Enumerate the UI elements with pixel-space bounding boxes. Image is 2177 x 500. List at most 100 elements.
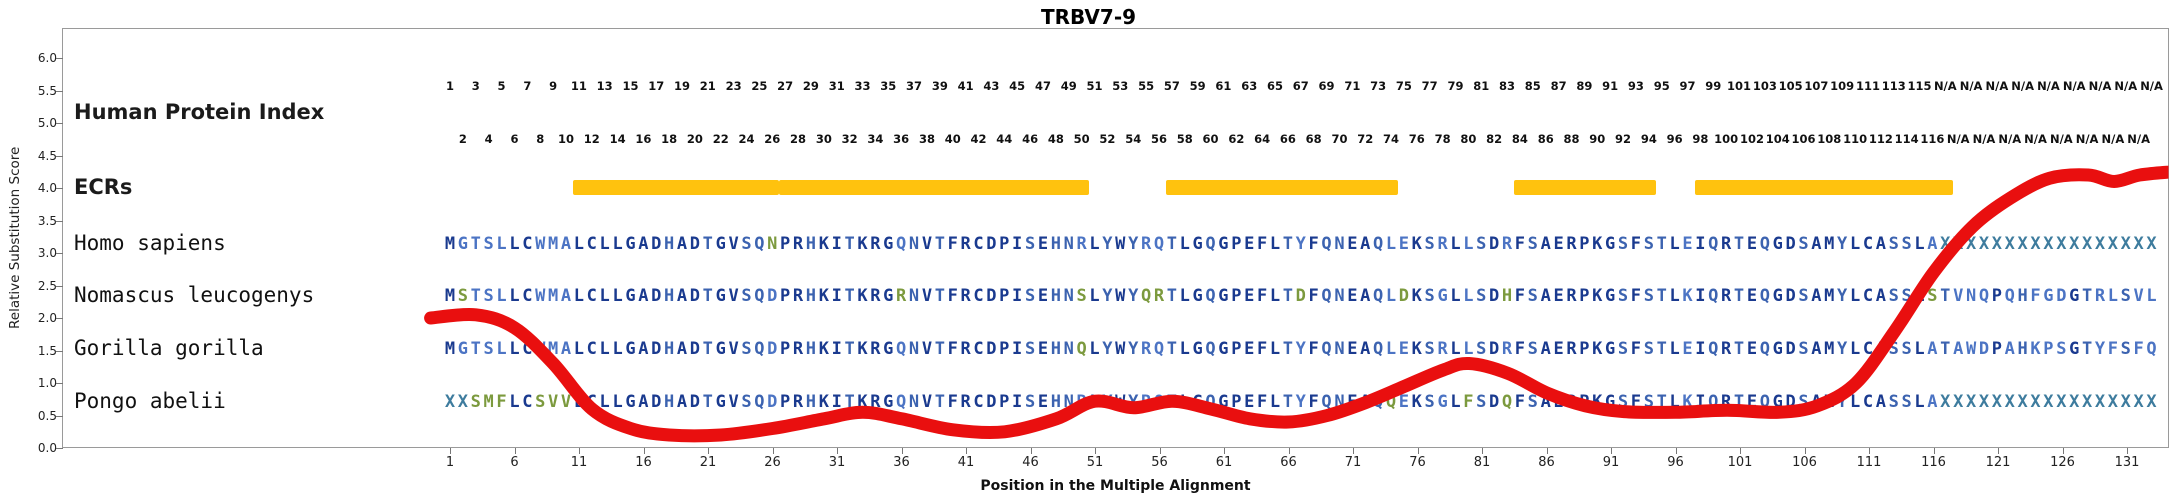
sequence-char: F — [1256, 338, 1268, 359]
sequence-char: T — [934, 233, 945, 254]
sequence-char: N — [1965, 285, 1977, 306]
sequence-char: L — [1669, 285, 1680, 306]
sequence-char: K — [818, 233, 829, 254]
sequence-char: E — [1398, 233, 1410, 254]
index-number: 30 — [815, 132, 832, 146]
sequence-char: S — [741, 391, 752, 412]
y-tick-mark — [56, 123, 63, 124]
index-number: 18 — [661, 132, 678, 146]
sequence-char: S — [1888, 233, 1899, 254]
sequence-char: A — [1540, 391, 1551, 412]
sequence-char: P — [1579, 233, 1590, 254]
sequence-char: R — [1721, 391, 1732, 412]
sequence-char: I — [831, 338, 842, 359]
sequence-char: A — [1811, 338, 1822, 359]
sequence-char: N — [908, 338, 920, 359]
sequence-char: A — [1927, 391, 1938, 412]
sequence-char: S — [1798, 338, 1809, 359]
index-number: 64 — [1254, 132, 1271, 146]
sequence-char: Q — [2004, 285, 2015, 306]
sequence-char: V — [921, 285, 933, 306]
sequence-char: A — [1360, 391, 1371, 412]
index-number: 55 — [1138, 79, 1155, 93]
sequence-char: R — [870, 285, 881, 306]
sequence-char: L — [1089, 391, 1100, 412]
sequence-char: X — [2017, 233, 2028, 254]
sequence-char: W — [1115, 285, 1126, 306]
index-number: 31 — [828, 79, 845, 93]
sequence-char: D — [986, 285, 997, 306]
sequence-char: V — [547, 391, 559, 412]
y-tick-mark — [56, 383, 63, 384]
x-tick-mark — [1095, 448, 1096, 454]
sequence-char: L — [1849, 338, 1861, 359]
sequence-char: Q — [1153, 233, 1165, 254]
index-number: 23 — [725, 79, 742, 93]
sequence-char: I — [1012, 391, 1023, 412]
index-number: 4 — [484, 132, 493, 146]
sequence-char: C — [586, 285, 597, 306]
index-number: 13 — [596, 79, 613, 93]
sequence-char: T — [1940, 338, 1951, 359]
sequence-char: R — [960, 338, 971, 359]
index-number: N/A — [1972, 132, 1996, 146]
sequence-char: N — [908, 233, 920, 254]
sequence-char: S — [1643, 338, 1654, 359]
sequence-char: D — [689, 391, 701, 412]
sequence-char: S — [483, 285, 494, 306]
sequence-char: S — [1888, 391, 1899, 412]
sequence-char: K — [1682, 285, 1693, 306]
index-number: 58 — [1176, 132, 1193, 146]
sequence-char: Q — [754, 391, 765, 412]
index-number: 96 — [1666, 132, 1683, 146]
sequence-char: X — [2030, 233, 2041, 254]
sequence-char: T — [1733, 233, 1745, 254]
sequence-char: G — [1192, 338, 1203, 359]
index-number: 60 — [1202, 132, 1219, 146]
sequence-char: F — [1308, 338, 1319, 359]
sequence-char: S — [1888, 285, 1899, 306]
index-number: 73 — [1370, 79, 1387, 93]
sequence-char: C — [586, 391, 597, 412]
sequence-char: X — [2081, 233, 2093, 254]
sequence-char: D — [651, 233, 662, 254]
index-number: 101 — [1727, 79, 1752, 93]
sequence-char: T — [702, 338, 713, 359]
sequence-char: X — [2043, 391, 2054, 412]
sequence-char: P — [1231, 391, 1242, 412]
sequence-char: Y — [1128, 391, 1139, 412]
sequence-char: R — [1153, 285, 1165, 306]
sequence-char: Y — [1837, 338, 1848, 359]
sequence-char: D — [689, 285, 701, 306]
sequence-char: D — [1978, 338, 1990, 359]
sequence-char: F — [496, 391, 507, 412]
sequence-char: G — [457, 338, 468, 359]
sequence-char: I — [831, 391, 842, 412]
sequence-char: Q — [896, 338, 907, 359]
sequence-char: E — [1553, 338, 1564, 359]
sequence-char: D — [767, 285, 778, 306]
index-number: N/A — [2011, 79, 2035, 93]
index-number: N/A — [2024, 132, 2047, 146]
index-number: 74 — [1383, 132, 1400, 146]
x-tick-mark — [901, 448, 903, 454]
sequence-char: F — [1463, 391, 1474, 412]
sequence-char: T — [702, 285, 713, 306]
sequence-char: A — [560, 233, 572, 254]
index-number: 33 — [854, 79, 871, 93]
sequence-char: E — [1347, 391, 1358, 412]
sequence-char: D — [651, 285, 662, 306]
x-tick-label: 36 — [893, 455, 910, 470]
ecr-bar — [1165, 180, 1399, 195]
index-number: 26 — [764, 132, 781, 146]
sequence-char: N — [908, 285, 920, 306]
sequence-char: F — [1308, 233, 1319, 254]
sequence-char: R — [1076, 391, 1087, 412]
sequence-char: C — [586, 338, 597, 359]
sequence-char: A — [1875, 391, 1886, 412]
sequence-char: Y — [1837, 285, 1848, 306]
sequence-char: G — [1772, 338, 1783, 359]
sequence-char: L — [509, 338, 520, 359]
sequence-char: Y — [1837, 391, 1848, 412]
sequence-char: N — [1063, 285, 1074, 306]
